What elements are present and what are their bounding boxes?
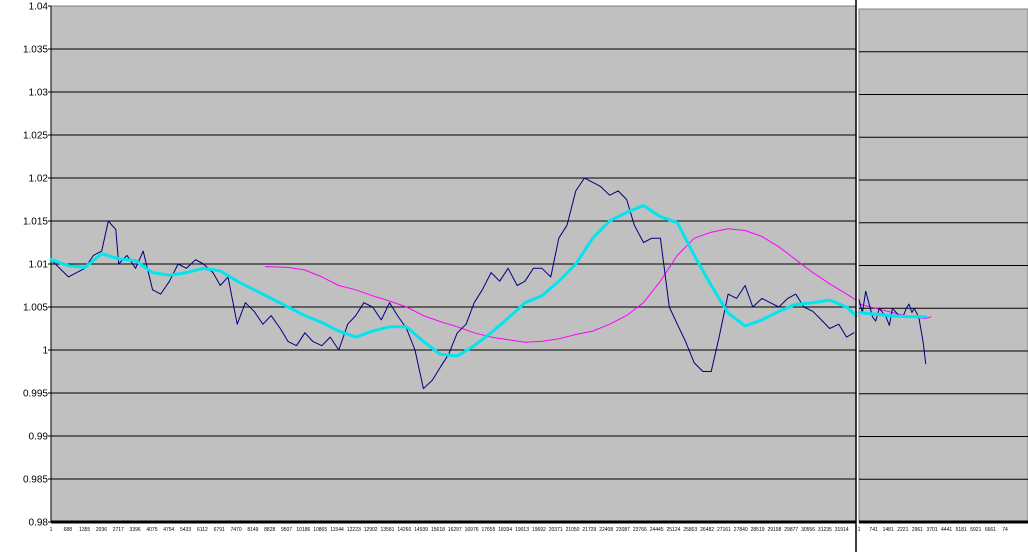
main-x-tick-label: 19013 [515,527,529,533]
main-x-tick-label: 26482 [700,527,714,533]
y-tick-label: 1.01 [29,260,49,271]
main-x-tick-label: 17655 [481,527,495,533]
main-x-tick-label: 21729 [582,527,596,533]
y-tick-label: 1.005 [23,303,48,314]
y-tick-label: 0.98 [29,518,49,529]
main-x-tick-label: 9507 [281,527,292,533]
y-tick-label: 1.04 [29,2,49,13]
main-series-line-3 [264,228,857,343]
main-x-tick-label: 31235 [818,527,832,533]
main-x-tick-label: 6112 [197,527,208,533]
right-x-tick-label: 6661 [985,527,996,533]
main-x-tick-label: 23087 [616,527,630,533]
y-tick-label: 1.015 [23,217,48,228]
right-x-tick-label: 1 [858,527,861,533]
right-x-tick-label: 5181 [956,527,967,533]
main-x-tick-label: 18334 [498,527,512,533]
main-x-tick-label: 1355 [79,527,90,533]
right-series-line-2 [857,311,928,319]
main-x-tick-label: 11544 [330,527,344,533]
main-x-tick-label: 3396 [130,527,141,533]
main-x-tick-label: 21050 [566,527,580,533]
main-x-tick-label: 14939 [414,527,428,533]
main-x-tick-label: 10186 [296,527,310,533]
main-x-tick-label: 27161 [717,527,731,533]
main-x-tick-label: 28519 [751,527,765,533]
main-x-tick-label: 13581 [381,527,395,533]
main-x-tick-label: 6791 [214,527,225,533]
y-tick-label: 1 [42,346,48,357]
main-x-tick-label: 4075 [146,527,157,533]
y-tick-label: 0.99 [29,432,49,443]
right-x-tick-label: 4441 [941,527,952,533]
y-tick-label: 0.995 [23,389,48,400]
main-x-tick-label: 1 [50,527,53,533]
right-x-tick-label: 1481 [883,527,894,533]
main-x-tick-label: 27840 [734,527,748,533]
main-x-tick-label: 8149 [247,527,258,533]
main-x-tick-label: 10865 [313,527,327,533]
main-x-tick-label: 2717 [113,527,124,533]
y-tick-label: 1.035 [23,45,48,56]
main-x-tick-label: 16297 [448,527,462,533]
right-x-tick-label: 741 [869,527,878,533]
right-x-tick-label: 2961 [912,527,923,533]
right-series-line-3 [858,303,932,319]
main-x-tick-label: 12223 [347,527,361,533]
main-x-tick-label: 14260 [397,527,411,533]
right-x-tick-label: 2221 [897,527,908,533]
main-x-tick-label: 2036 [96,527,107,533]
main-plot: 1.041.0351.031.0251.021.0151.011.00510.9… [23,2,858,533]
main-series-line-2 [49,204,858,358]
main-x-tick-label: 29198 [767,527,781,533]
main-x-tick-label: 8828 [264,527,275,533]
main-series-line-1 [50,177,855,390]
main-x-tick-label: 25803 [683,527,697,533]
right-plot: 1 741 1481 2221 2961 3701 4441 5181 5921 6661 74 [857,8,1028,533]
main-x-tick-label: 30556 [801,527,815,533]
main-x-tick-label: 20371 [549,527,563,533]
main-x-tick-label: 31914 [835,527,849,533]
y-tick-label: 0.985 [23,475,48,486]
main-x-tick-label: 19692 [532,527,546,533]
main-x-tick-label: 4754 [163,527,174,533]
main-x-tick-label: 5433 [180,527,191,533]
right-x-tick-label: 5921 [970,527,981,533]
main-x-tick-label: 24445 [650,527,664,533]
y-tick-label: 1.03 [29,88,49,99]
main-x-tick-label: 12902 [364,527,378,533]
main-x-tick-label: 25124 [667,527,681,533]
main-x-tick-label: 22408 [599,527,613,533]
y-tick-label: 1.02 [29,174,49,185]
right-x-tick-label: 74 [1002,527,1008,533]
right-x-tick-label: 3701 [926,527,937,533]
main-x-tick-label: 23766 [633,527,647,533]
main-x-tick-label: 688 [64,527,73,533]
main-x-tick-label: 7470 [230,527,241,533]
y-tick-label: 1.025 [23,131,48,142]
main-x-tick-label: 29877 [784,527,798,533]
main-x-tick-label: 15618 [431,527,445,533]
main-x-tick-label: 16976 [465,527,479,533]
